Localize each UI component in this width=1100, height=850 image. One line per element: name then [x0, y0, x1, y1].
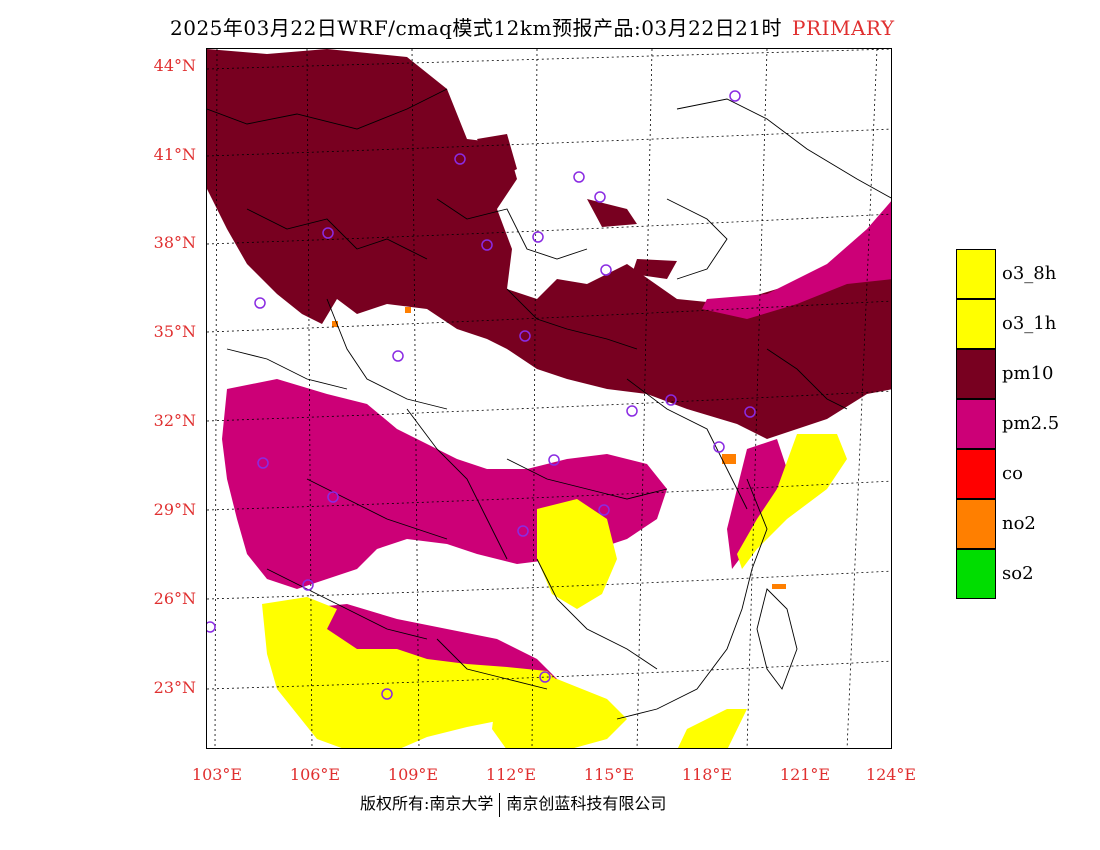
lat-label-26: 26°N: [153, 589, 196, 608]
legend-label: so2: [1002, 563, 1034, 584]
lon-label-124: 124°E: [865, 765, 917, 784]
o3-south-region: [262, 597, 567, 748]
city-marker: [207, 621, 216, 633]
legend-swatch: [956, 399, 996, 449]
lat-label-38: 38°N: [153, 233, 196, 252]
lat-label-23: 23°N: [153, 678, 196, 697]
city-marker: [381, 688, 393, 700]
pm10-region: [207, 49, 891, 439]
city-marker: [454, 153, 466, 165]
legend-label: co: [1002, 463, 1023, 484]
city-marker: [392, 350, 404, 362]
graticule: [207, 49, 891, 748]
city-marker: [519, 330, 531, 342]
province-boundaries: [207, 88, 891, 720]
legend-swatch: [956, 249, 996, 299]
city-marker: [594, 191, 606, 203]
pollutant-map-svg: [207, 49, 891, 748]
legend-swatch: [956, 349, 996, 399]
lon-label-106: 106°E: [289, 765, 341, 784]
city-marker: [532, 231, 544, 243]
city-marker: [744, 406, 756, 418]
city-marker: [573, 171, 585, 183]
no2-spot: [332, 321, 338, 327]
legend-swatch: [956, 499, 996, 549]
lat-label-32: 32°N: [153, 411, 196, 430]
city-markers: [207, 90, 756, 700]
city-marker: [322, 227, 334, 239]
lat-label-35: 35°N: [153, 322, 196, 341]
legend-label: o3_8h: [1002, 263, 1057, 284]
lon-label-109: 109°E: [387, 765, 439, 784]
no2-spot: [405, 307, 411, 313]
city-marker: [302, 579, 314, 591]
o3-central-patches: [537, 499, 617, 609]
city-marker: [254, 297, 266, 309]
legend-label: o3_1h: [1002, 313, 1057, 334]
title-main: 2025年03月22日WRF/cmaq模式12km预报产品:03月22日21时: [170, 16, 783, 40]
pm10-region-2: [477, 134, 677, 279]
lat-label-41: 41°N: [153, 145, 196, 164]
legend-label: pm2.5: [1002, 413, 1060, 434]
city-marker: [665, 394, 677, 406]
copyright-footer: 版权所有:南京大学 南京创蓝科技有限公司: [360, 790, 666, 817]
city-marker: [600, 264, 612, 276]
legend-label: pm10: [1002, 363, 1054, 384]
city-marker: [548, 454, 560, 466]
lon-label-115: 115°E: [583, 765, 635, 784]
legend-swatch: [956, 299, 996, 349]
copyright-left: 版权所有:南京大学: [360, 794, 494, 813]
o3-southeast: [492, 679, 747, 748]
legend-swatch: [956, 449, 996, 499]
no2-spot: [772, 584, 786, 589]
lon-label-103: 103°E: [191, 765, 243, 784]
city-marker: [539, 671, 551, 683]
no2-spot: [722, 454, 736, 464]
map-panel: [206, 48, 892, 749]
city-marker: [626, 405, 638, 417]
copyright-right: 南京创蓝科技有限公司: [506, 794, 667, 813]
title-primary-tag: PRIMARY: [792, 16, 895, 40]
city-marker: [257, 457, 269, 469]
city-marker: [517, 525, 529, 537]
lat-label-29: 29°N: [153, 500, 196, 519]
pm25-east-band: [702, 201, 891, 319]
lon-label-121: 121°E: [779, 765, 831, 784]
lon-label-118: 118°E: [681, 765, 733, 784]
lon-label-112: 112°E: [485, 765, 537, 784]
legend-label: no2: [1002, 513, 1036, 534]
city-marker: [481, 239, 493, 251]
map-title: 2025年03月22日WRF/cmaq模式12km预报产品:03月22日21时 P…: [170, 12, 895, 41]
city-marker: [598, 504, 610, 516]
footer-divider: [499, 792, 501, 817]
city-marker: [327, 491, 339, 503]
legend-swatch: [956, 549, 996, 599]
city-marker: [729, 90, 741, 102]
lat-label-44: 44°N: [153, 56, 196, 75]
city-marker: [713, 441, 725, 453]
